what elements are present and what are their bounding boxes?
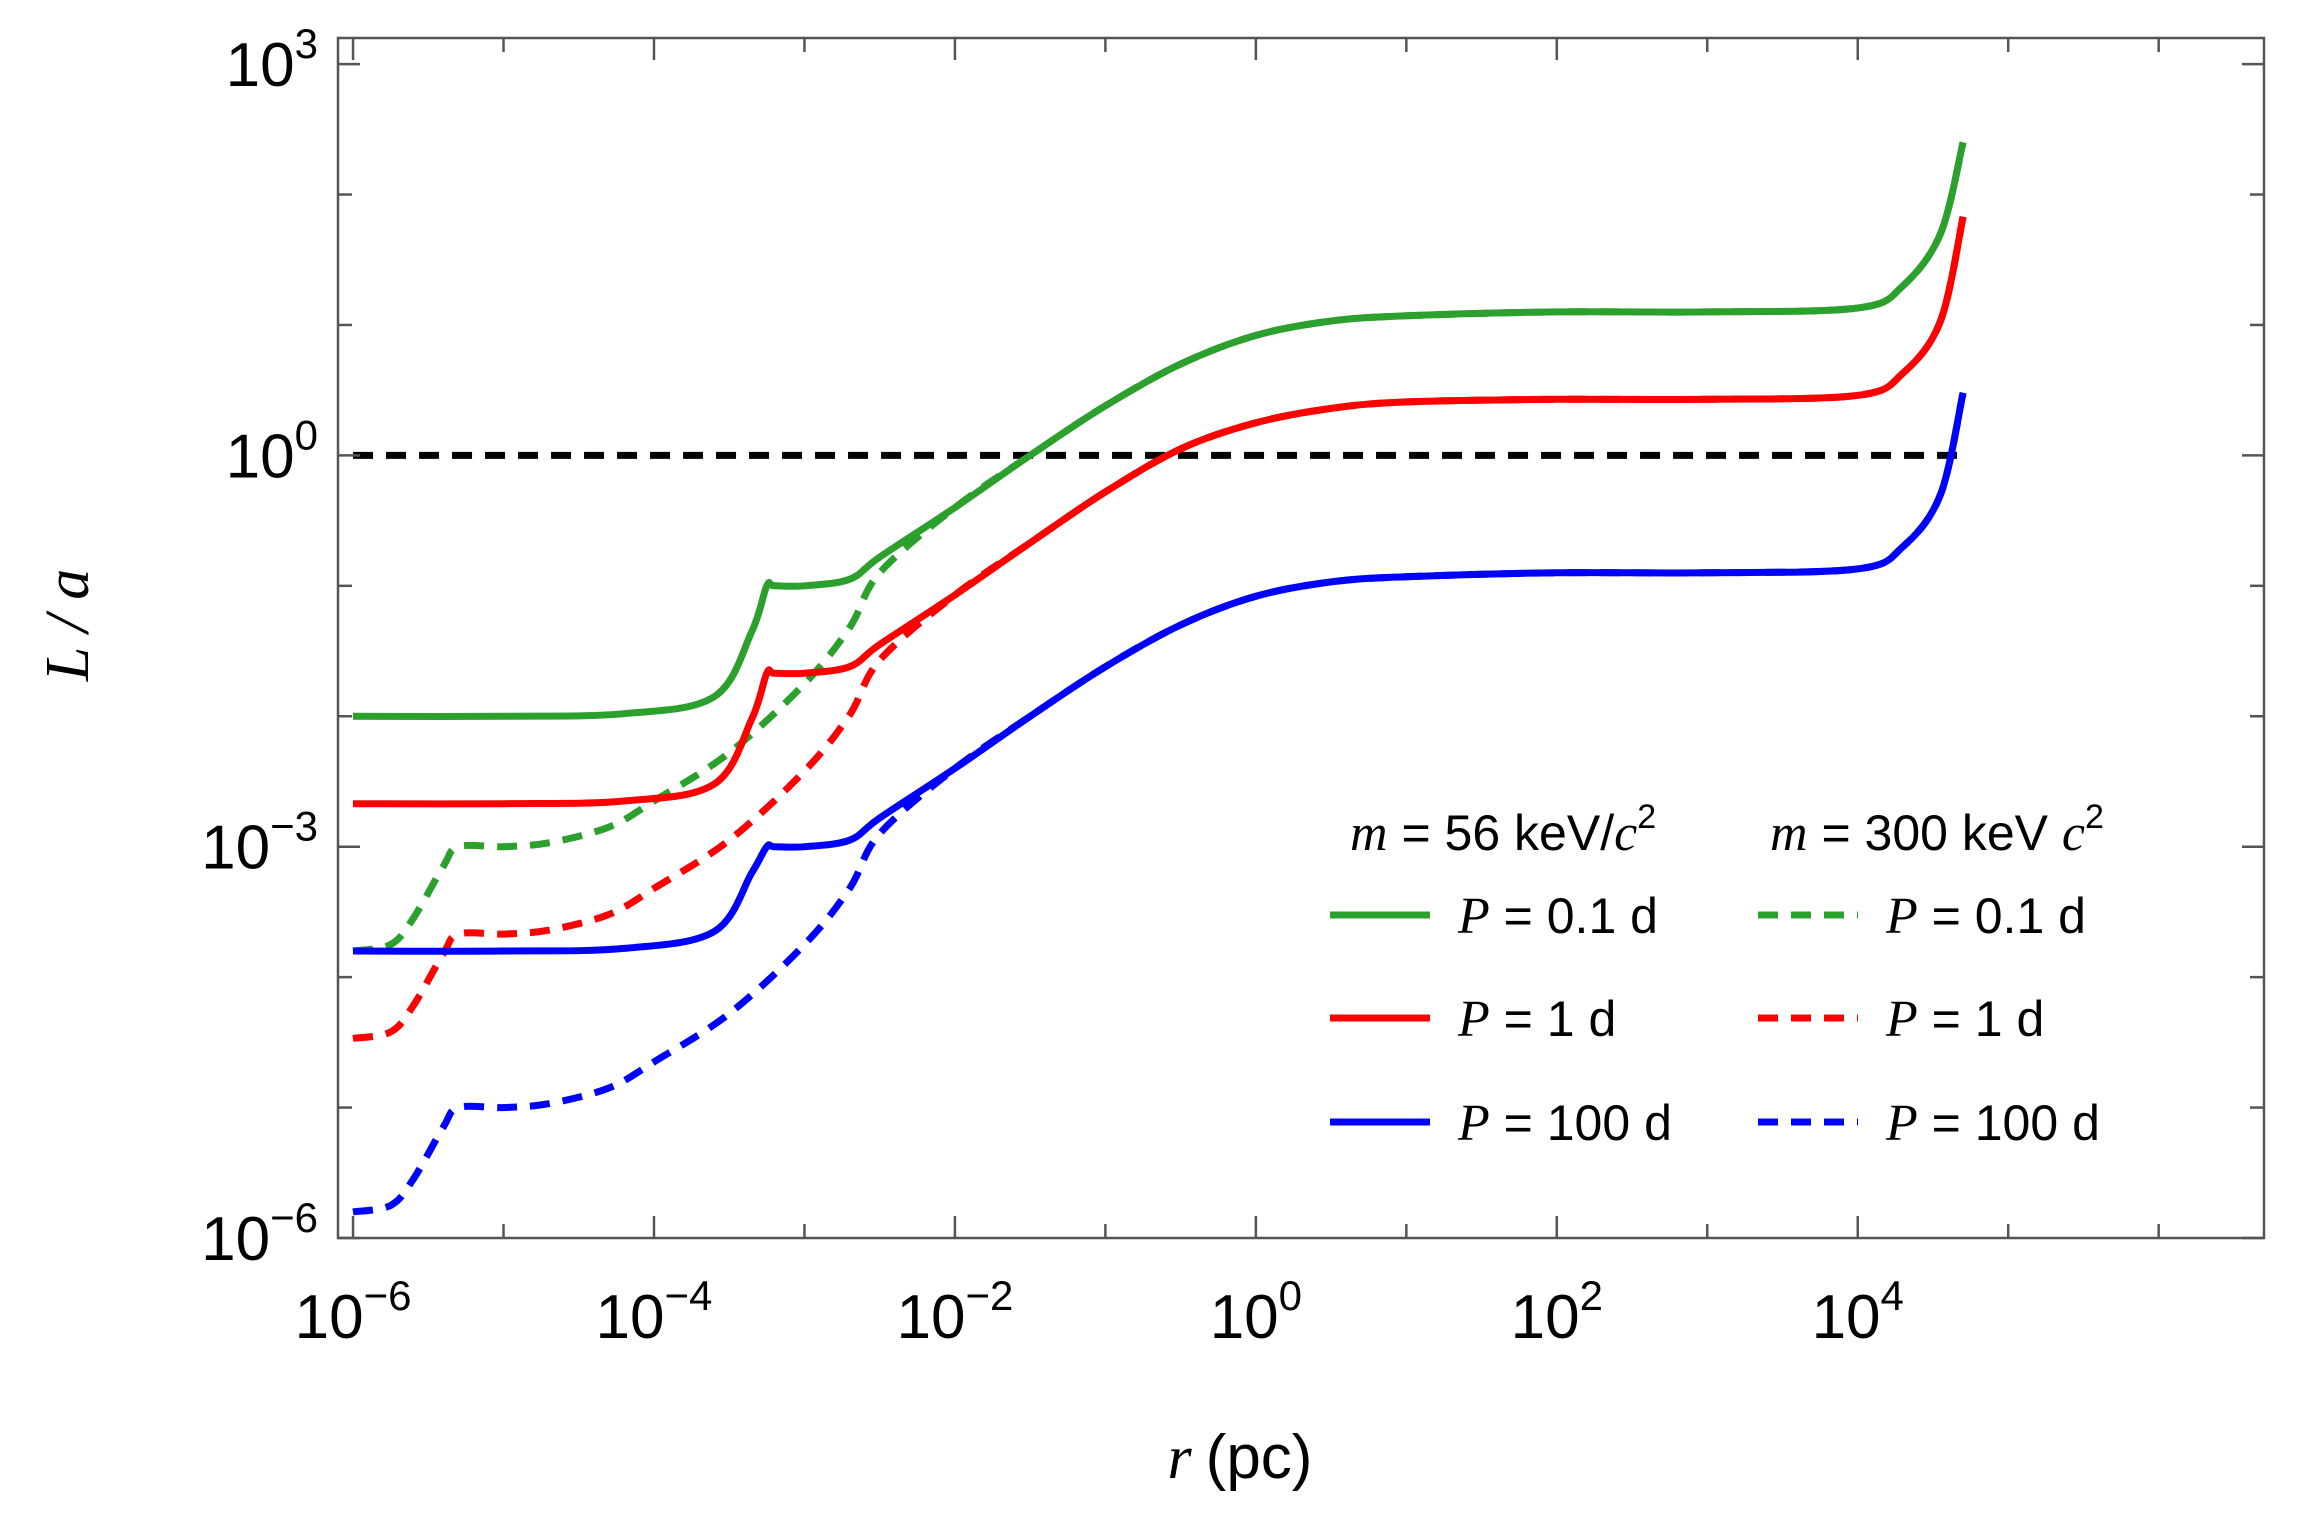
series-line-4 [352,392,1967,955]
legend-header-300kev: m = 300 keV c2 [1770,798,2104,862]
series-line-2 [352,215,1967,808]
legend-label-2: P = 1 d [1457,991,1616,1048]
legend-label-5: P = 100 d [1885,1095,2100,1152]
x-tick-label: 10−6 [295,1272,412,1352]
legend-label-4: P = 100 d [1457,1095,1672,1152]
x-tick-label: 104 [1812,1272,1904,1352]
legend-label-1: P = 0.1 d [1885,888,2086,945]
legend: m = 56 keV/c2 m = 300 keV c2 P = 0.1 d P … [1330,798,2104,1152]
legend-label-3: P = 1 d [1885,991,2044,1048]
tick-labels: 10−6 10−4 10−2 100 102 104 10−6 10−3 100 103 [201,20,1904,1352]
series-line-3 [352,215,1967,1042]
series-line-5 [352,392,1967,1216]
x-tick-label: 10−4 [596,1272,713,1352]
x-tick-label: 102 [1511,1272,1603,1352]
x-tick-label: 100 [1210,1272,1302,1352]
legend-label-0: P = 0.1 d [1457,888,1658,945]
y-tick-label: 10−6 [201,1194,318,1274]
plot-frame [336,36,2266,1240]
y-tick-label: 100 [226,411,318,491]
y-tick-label: 103 [226,20,318,100]
axis-ticks [338,38,2264,1240]
y-axis-title: L / a [34,569,102,683]
series-line-1 [352,141,1967,955]
legend-header-56kev: m = 56 keV/c2 [1350,798,1656,862]
plot-area [352,141,1967,1216]
x-tick-label: 10−2 [896,1272,1013,1352]
x-axis-title: r (pc) [1168,1423,1313,1492]
series-line-0 [352,141,1967,720]
y-tick-label: 10−3 [201,803,318,883]
